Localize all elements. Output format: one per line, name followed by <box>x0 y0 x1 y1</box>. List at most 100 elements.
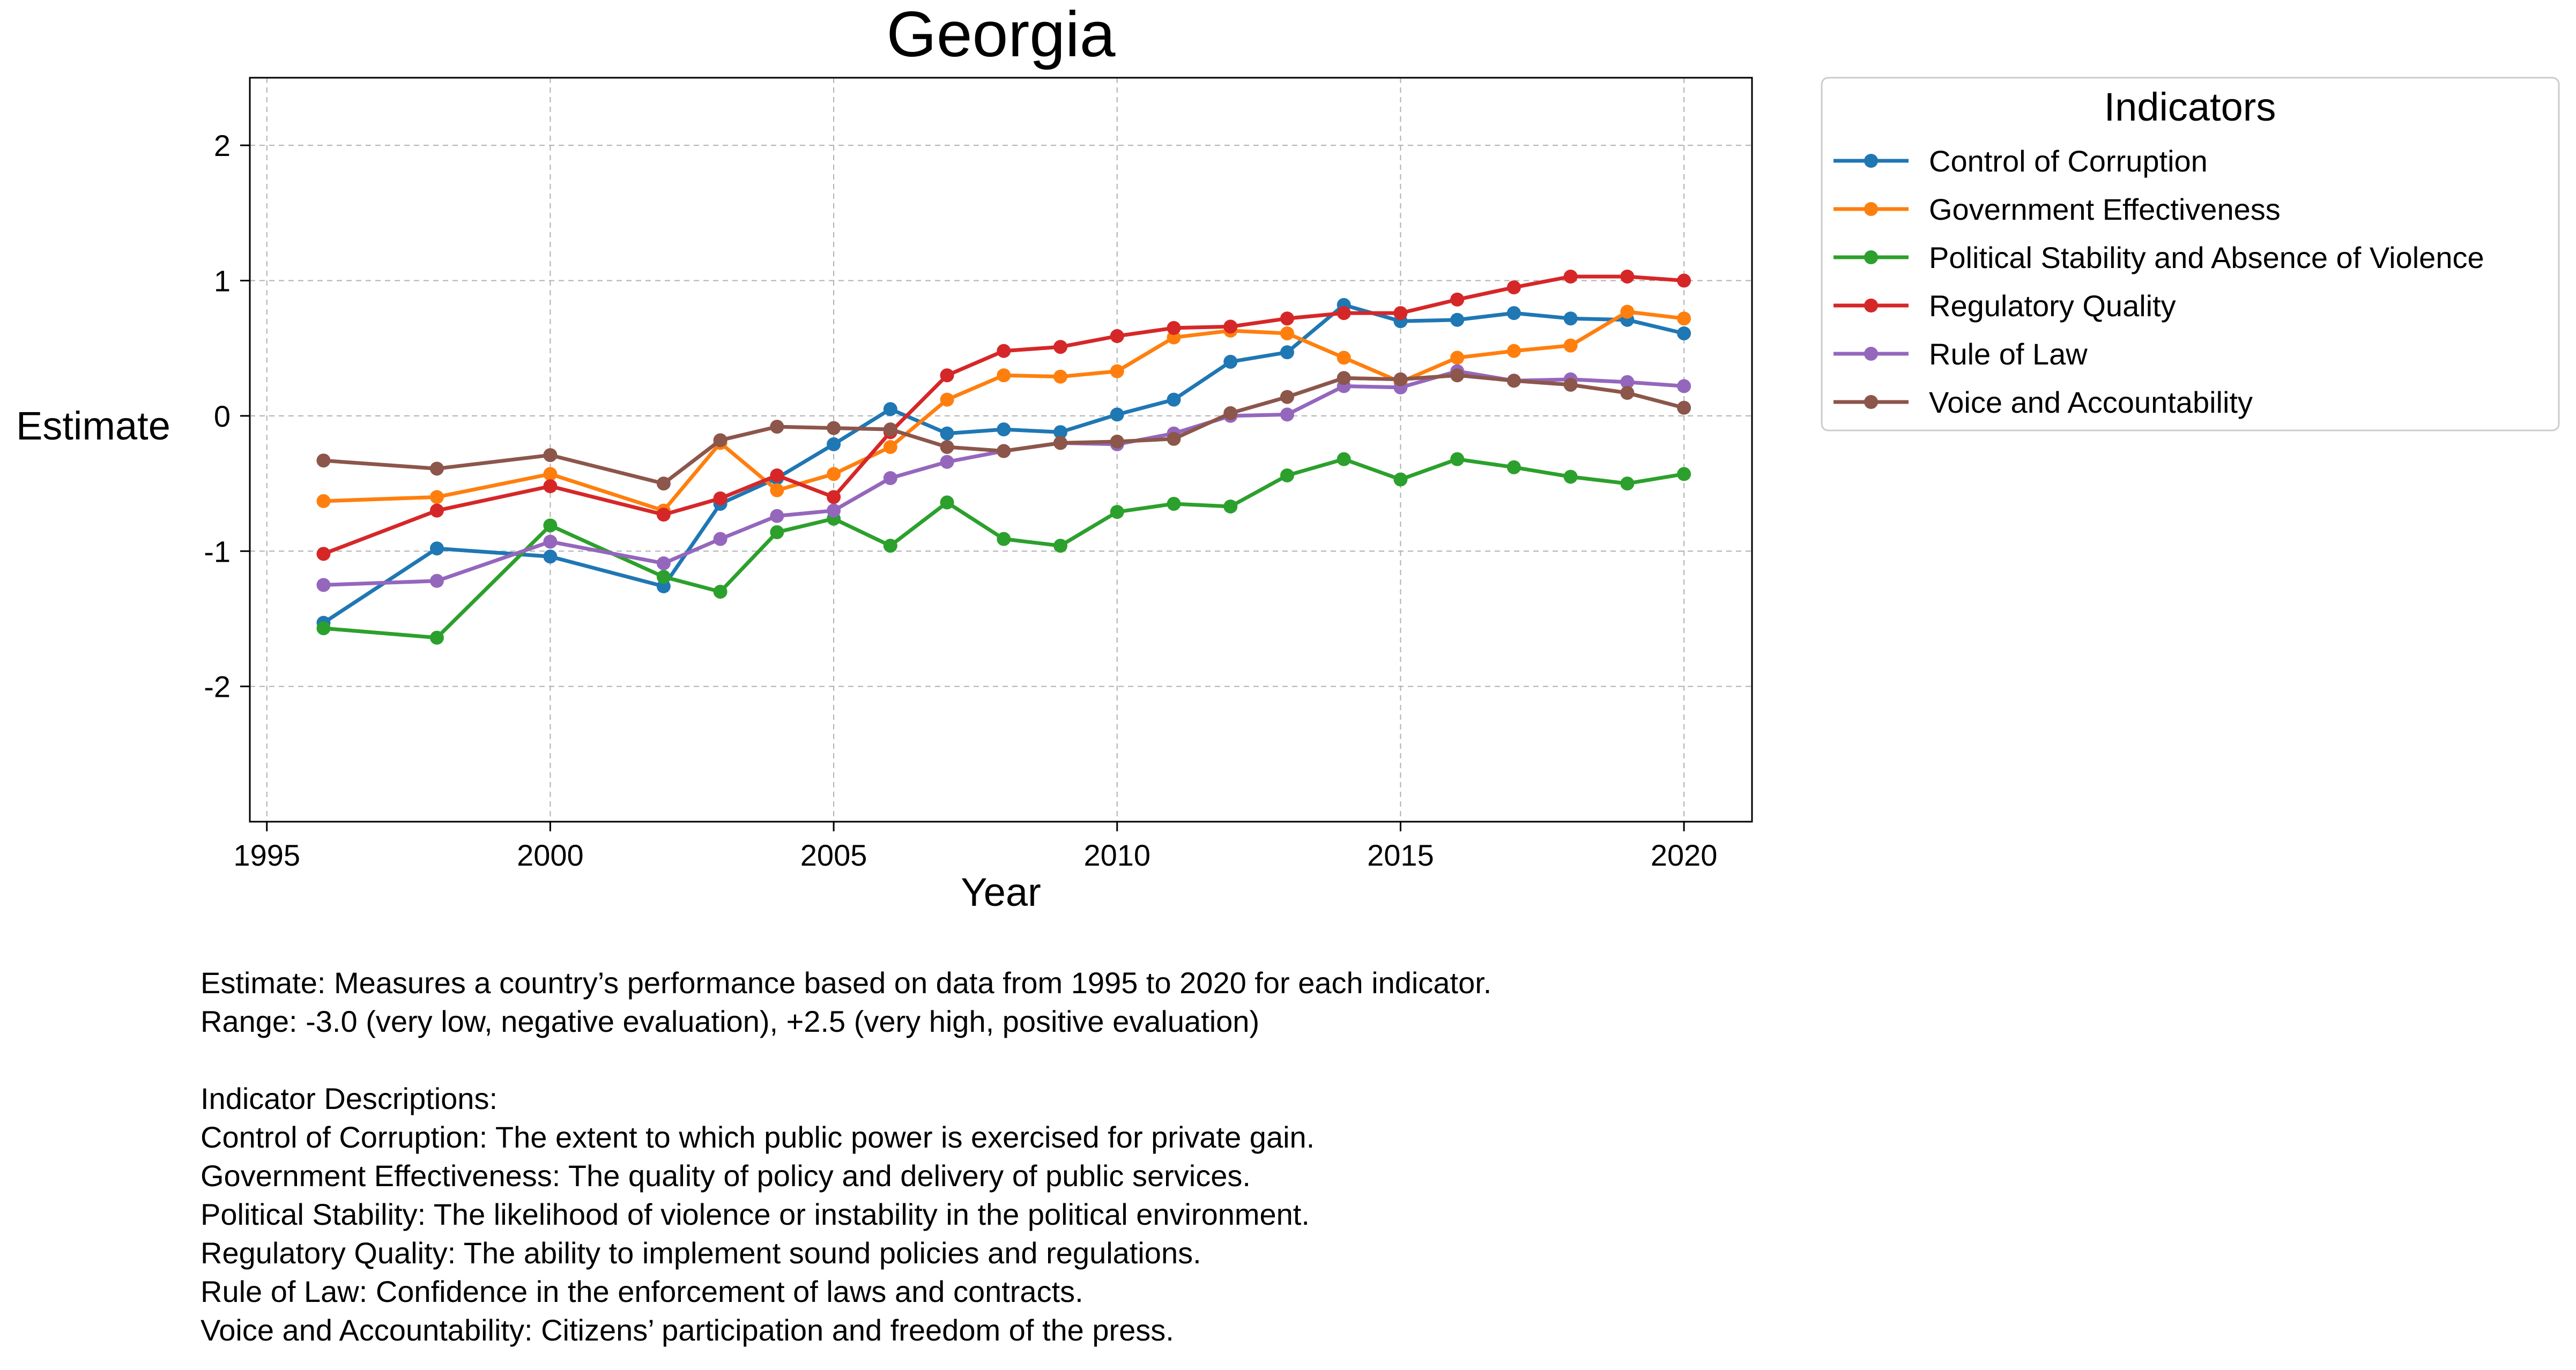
data-point <box>1620 375 1635 389</box>
data-point <box>713 491 727 505</box>
data-point <box>1620 269 1635 284</box>
data-point <box>656 570 671 584</box>
data-point <box>770 420 784 434</box>
data-point <box>1393 372 1408 386</box>
data-point <box>656 508 671 522</box>
data-point <box>429 541 444 556</box>
footnote-line: Estimate: Measures a country’s performan… <box>201 966 1492 1000</box>
chart-title: Georgia <box>887 0 1116 70</box>
axis-ticks: 1995 2000 2005 2010 2015 2020 -2 -1 0 1 2 <box>204 129 1717 872</box>
data-point <box>1280 390 1294 404</box>
data-point <box>1280 326 1294 340</box>
data-point <box>1223 499 1238 513</box>
data-point <box>1677 379 1691 393</box>
footnote-line <box>201 1041 2130 1079</box>
data-point <box>1053 369 1068 384</box>
legend-label: Political Stability and Absence of Viole… <box>1929 241 2484 274</box>
data-point <box>713 433 727 448</box>
series-line <box>322 303 1684 624</box>
legend-frame <box>1821 77 2560 431</box>
legend-label: Government Effectiveness <box>1929 192 2281 226</box>
series-political-stability-and-absence-of-violence <box>316 452 1691 645</box>
footnote-line: Government Effectiveness: The quality of… <box>201 1159 1251 1193</box>
data-point <box>940 368 954 383</box>
data-point <box>1450 452 1465 466</box>
data-point <box>656 476 671 491</box>
series-line <box>323 373 1685 486</box>
data-point <box>1337 452 1351 466</box>
data-point <box>316 578 331 592</box>
legend-item: Rule of Law <box>1833 337 2088 371</box>
legend-item: Regulatory Quality <box>1833 289 2176 323</box>
data-point <box>543 549 558 564</box>
data-point <box>429 461 444 476</box>
data-point <box>770 483 784 497</box>
data-point <box>883 539 897 553</box>
data-point <box>1563 269 1578 284</box>
data-point <box>1620 304 1635 319</box>
data-point <box>997 532 1011 546</box>
x-tick-label: 1995 <box>233 838 300 872</box>
footnote-line: Political Stability: The likelihood of v… <box>201 1197 1310 1231</box>
data-point <box>940 495 954 510</box>
data-point <box>1450 351 1465 365</box>
legend-item: Political Stability and Absence of Viole… <box>1833 241 2484 274</box>
data-point <box>1280 345 1294 360</box>
data-point <box>827 437 841 451</box>
data-point <box>940 440 954 454</box>
legend-label: Rule of Law <box>1929 337 2088 371</box>
data-point <box>1280 311 1294 326</box>
x-tick-label: 2020 <box>1651 838 1718 872</box>
data-point <box>1506 460 1521 474</box>
data-point <box>770 525 784 539</box>
data-point <box>827 503 841 518</box>
data-point <box>1506 374 1521 388</box>
data-point <box>1337 371 1351 385</box>
data-point <box>316 621 331 636</box>
data-point <box>1167 392 1181 407</box>
data-point <box>1110 434 1124 449</box>
data-point <box>713 532 727 546</box>
data-point <box>1563 311 1578 326</box>
footnote-line: Regulatory Quality: The ability to imple… <box>201 1236 1201 1270</box>
data-point <box>1563 338 1578 353</box>
data-point <box>543 534 558 549</box>
legend-label: Regulatory Quality <box>1929 289 2176 323</box>
y-tick-label: -2 <box>204 670 231 704</box>
series-voice-and-accountability <box>316 368 1691 491</box>
data-point <box>827 467 841 481</box>
data-point <box>1223 354 1238 369</box>
data-point <box>1053 539 1068 553</box>
data-point <box>883 402 897 416</box>
footnote-line: Voice and Accountability: Citizens’ part… <box>201 1313 1174 1347</box>
data-point <box>1110 329 1124 344</box>
legend-label: Control of Corruption <box>1929 144 2208 178</box>
legend-title: Indicators <box>2104 85 2276 129</box>
legend-item: Control of Corruption <box>1833 144 2208 178</box>
y-tick-label: 0 <box>214 399 231 433</box>
data-point <box>1053 340 1068 354</box>
data-point <box>1563 470 1578 484</box>
data-point <box>1223 406 1238 420</box>
data-point <box>1506 344 1521 358</box>
data-point <box>1677 467 1691 481</box>
data-point <box>1223 319 1238 334</box>
data-point <box>1167 496 1181 511</box>
y-tick-label: -1 <box>204 534 231 568</box>
series-government-effectiveness <box>316 304 1691 518</box>
footnote: Estimate: Measures a country’s performan… <box>201 964 2130 1350</box>
data-point <box>1280 407 1294 422</box>
data-point <box>827 421 841 435</box>
data-point <box>1677 400 1691 415</box>
data-point <box>1337 351 1351 365</box>
plot-frame <box>249 77 1753 823</box>
data-point <box>1110 505 1124 519</box>
legend: Indicators Control of Corruption Governme… <box>1821 77 2560 431</box>
data-point <box>1337 306 1351 321</box>
data-point <box>1677 311 1691 326</box>
series-layer <box>316 269 1691 645</box>
data-point <box>1450 292 1465 307</box>
data-point <box>543 448 558 463</box>
data-point <box>1450 368 1465 383</box>
